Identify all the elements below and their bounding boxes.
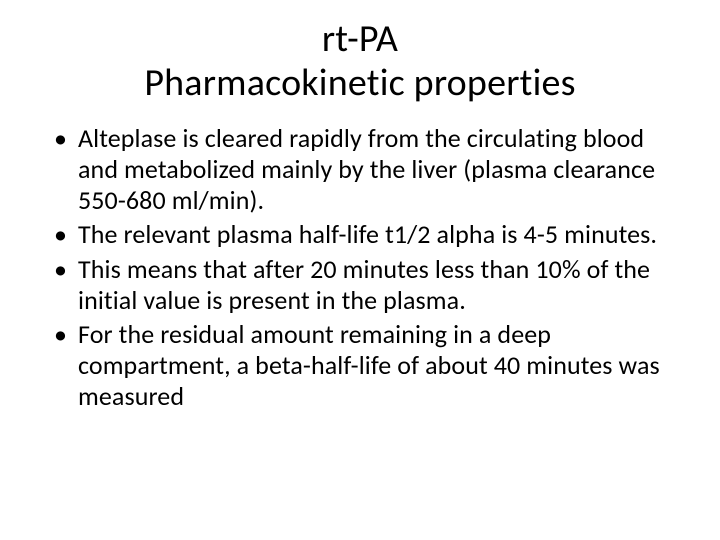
list-item: The relevant plasma half-life t1/2 alpha… xyxy=(50,219,674,250)
title-line-2: Pharmacokinetic properties xyxy=(144,60,575,106)
bullet-list: Alteplase is cleared rapidly from the ci… xyxy=(40,123,680,411)
list-item: This means that after 20 minutes less th… xyxy=(50,254,674,315)
title-line-1: rt-PA xyxy=(322,16,398,62)
slide-container: rt-PA Pharmacokinetic properties Altepla… xyxy=(0,0,720,540)
list-item: For the residual amount remaining in a d… xyxy=(50,319,674,411)
list-item: Alteplase is cleared rapidly from the ci… xyxy=(50,123,674,215)
slide-title: rt-PA Pharmacokinetic properties xyxy=(40,18,680,105)
